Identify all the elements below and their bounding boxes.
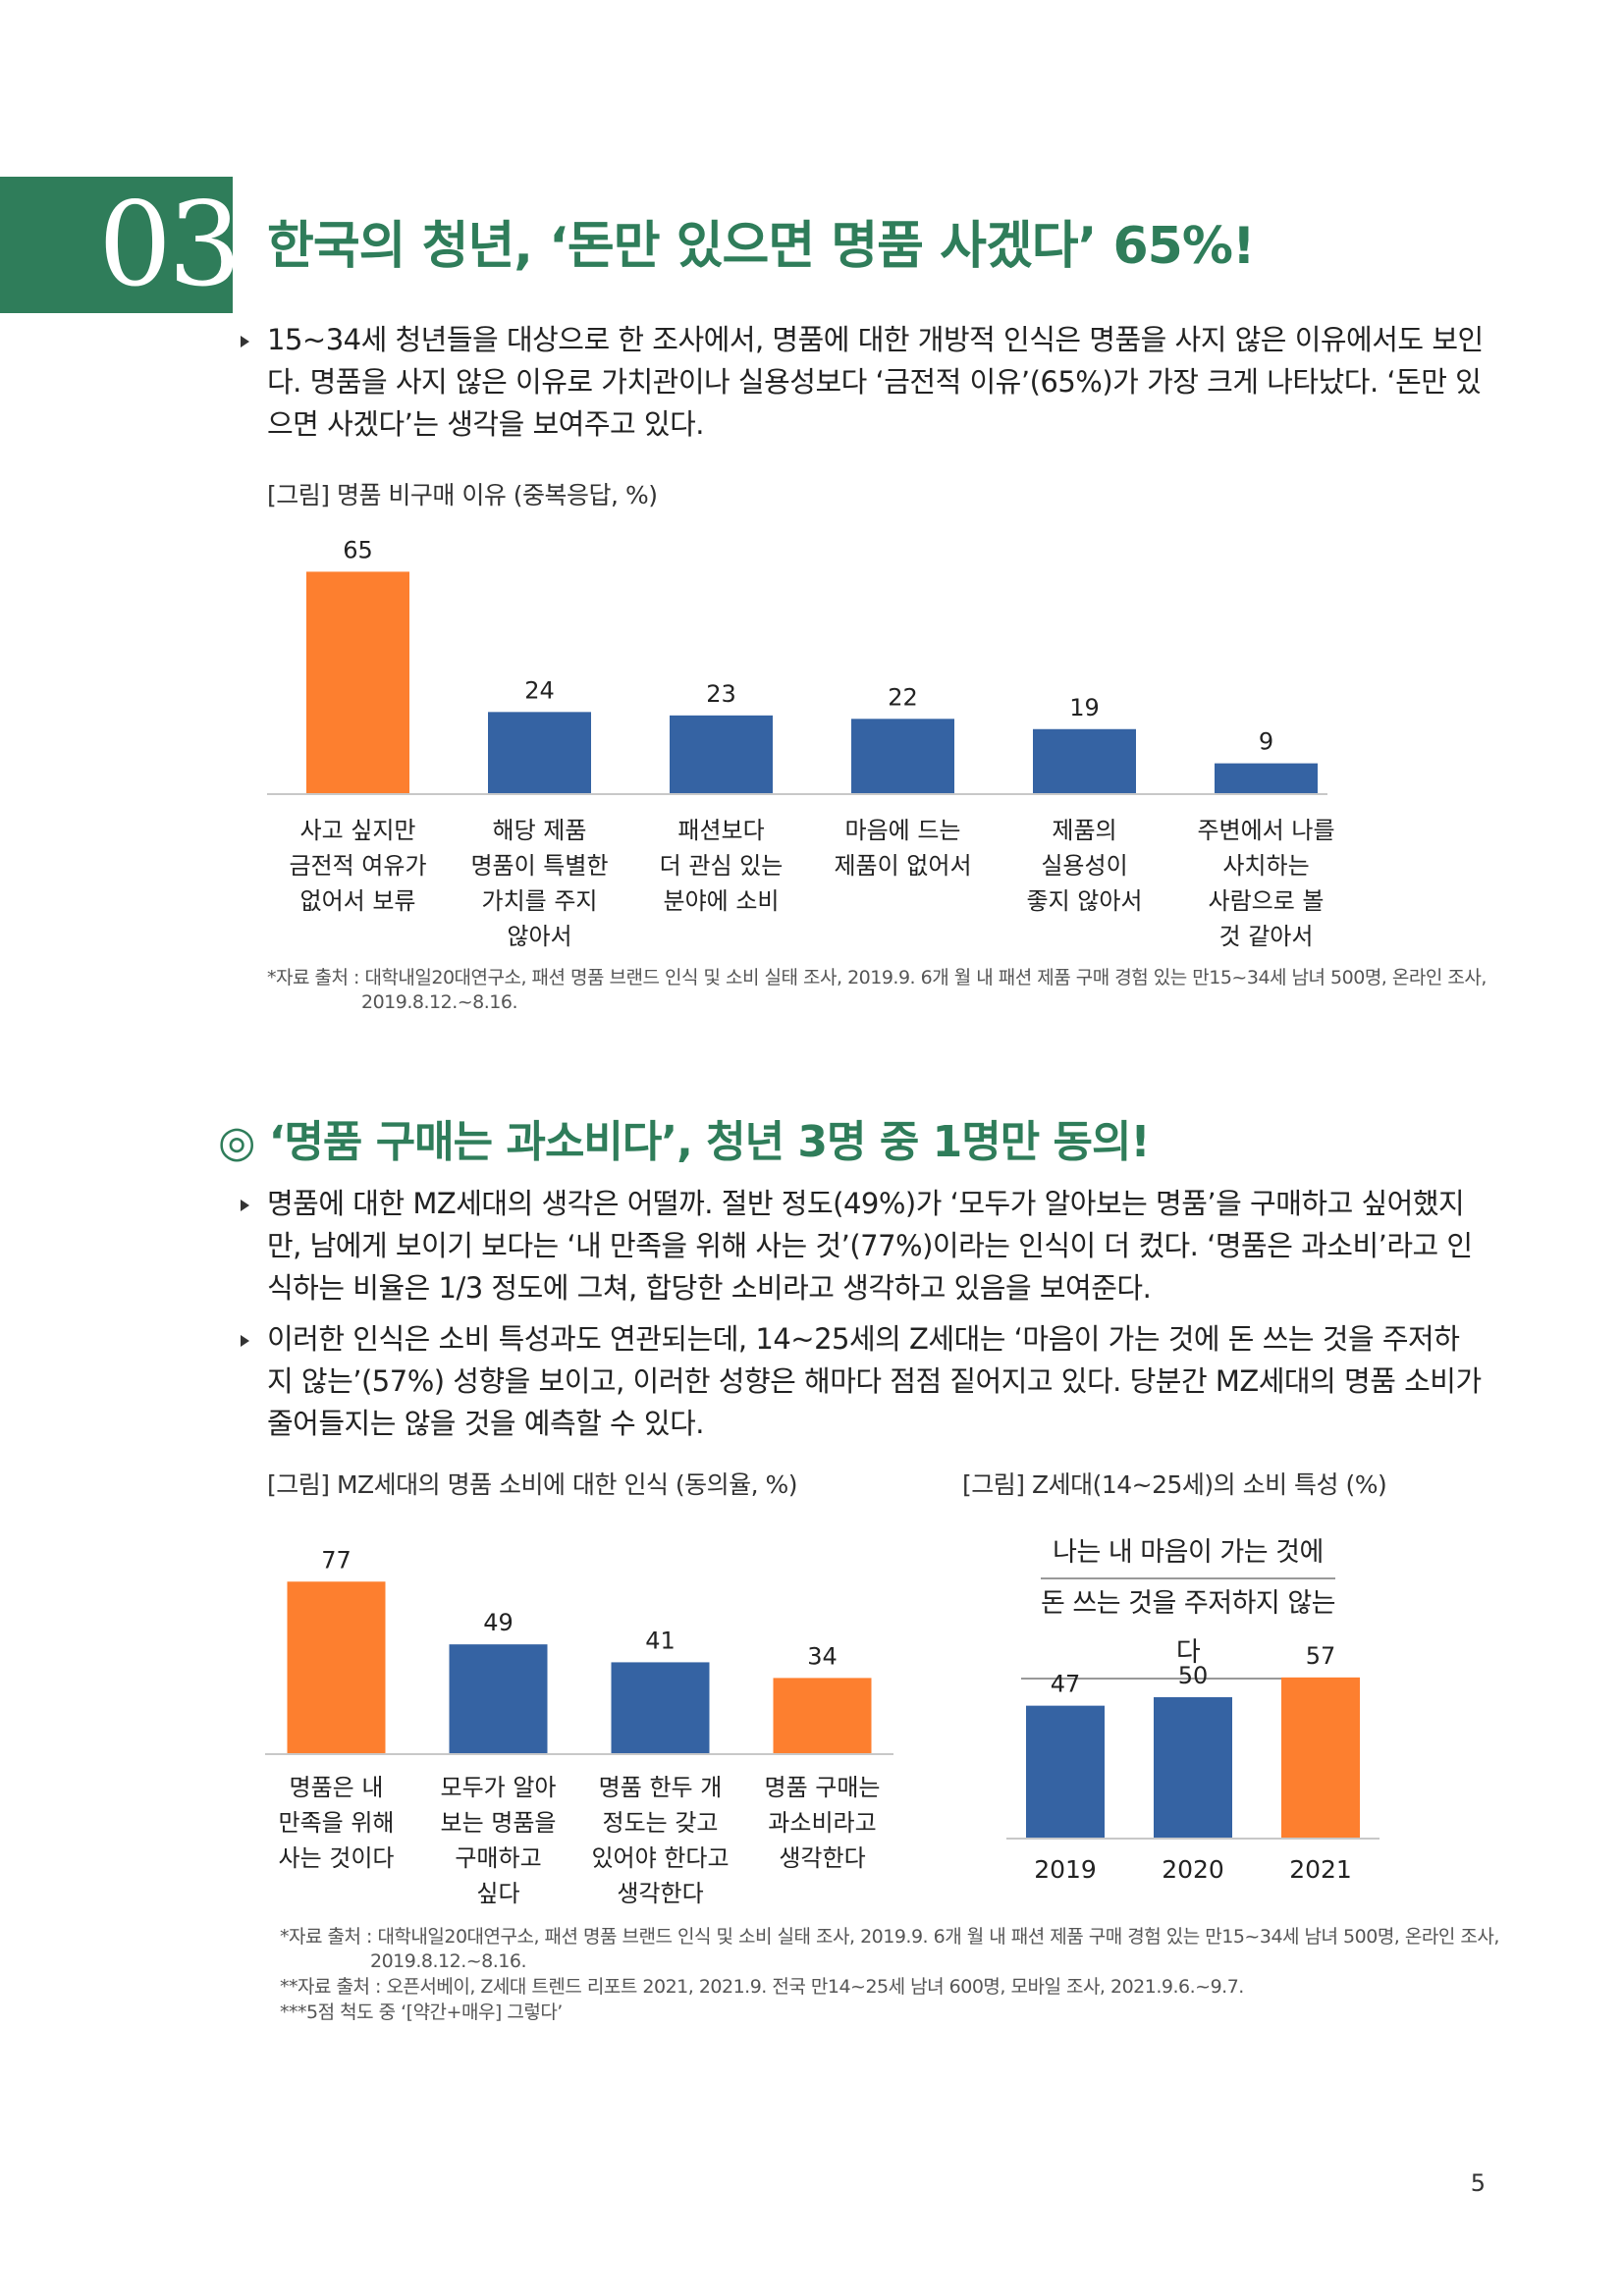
chart3-title: 나는 내 마음이 가는 것에 돈 쓰는 것을 주저하지 않는다 — [1021, 1526, 1355, 1680]
chart3-value-label-2: 57 — [1306, 1642, 1336, 1670]
chart3-title-line2: 돈 쓰는 것을 주저하지 않는다 — [1021, 1579, 1355, 1680]
chart1-bar-1 — [488, 712, 591, 794]
chart2-caption: [그림] MZ세대의 명품 소비에 대한 인식 (동의율, %) — [267, 1470, 798, 1499]
chart1-bar-4 — [1033, 728, 1136, 794]
chart2-value-label-3: 34 — [807, 1642, 838, 1670]
chart2-value-label-1: 49 — [483, 1609, 514, 1636]
chart1-value-label-0: 65 — [343, 536, 373, 563]
chart3-category-label-2: 2021 — [1289, 1855, 1352, 1884]
chart1-value-label-2: 23 — [706, 680, 736, 708]
chart2-bar-0 — [287, 1581, 386, 1754]
paragraph-1: 15~34세 청년들을 대상으로 한 조사에서, 명품에 대한 개방적 인식은 … — [267, 323, 1484, 441]
chart2-value-label-0: 77 — [321, 1546, 352, 1574]
chart3-bar-1 — [1154, 1697, 1232, 1839]
subsection-title: ◎ ‘명품 구매는 과소비다’, 청년 3명 중 1명만 동의! — [218, 1117, 1151, 1167]
chart3-value-label-1: 50 — [1178, 1662, 1209, 1689]
chart1-bar-5 — [1215, 763, 1318, 794]
chart2-category-label-1: 모두가 알아 보는 명품을 구매하고 싶다 — [440, 1774, 556, 1907]
chart2-category-label-2: 명품 한두 개 정도는 갖고 있어야 한다고 생각한다 — [591, 1774, 729, 1907]
chart1-category-label-4: 제품의 실용성이 좋지 않아서 — [1026, 817, 1142, 915]
chart1-category-label-2: 패션보다 더 관심 있는 분야에 소비 — [660, 817, 784, 915]
chart3-svg: 47 2019 50 2020 57 2021 — [1006, 1642, 1380, 1884]
chart1-value-label-5: 9 — [1259, 728, 1273, 756]
paragraph-3: 이러한 인식은 소비 특성과도 연관되는데, 14~25세의 Z세대는 ‘마음이… — [267, 1322, 1482, 1440]
chart2-source-line1: *자료 출처 : 대학내일20대연구소, 패션 명품 브랜드 인식 및 소비 실… — [280, 1926, 1499, 1948]
section-number: 03 — [98, 177, 242, 312]
chart1-svg: 65 사고 싶지만 금전적 여유가 없어서 보류 24 해당 제품 명품이 특별한 가치를 주… — [267, 536, 1335, 950]
bullet-icon — [241, 1335, 249, 1347]
chart2-value-label-2: 41 — [645, 1627, 676, 1654]
chart2-svg: 77 명품은 내 만족을 위해 사는 것이다 49 모두가 알아 보는 명품을 구매하고 싶다 4… — [265, 1546, 893, 1907]
chart1-category-label-1: 해당 제품 명품이 특별한 가치를 주지 않아서 — [470, 817, 608, 950]
chart1-bar-2 — [670, 715, 773, 794]
chart3-bar-2 — [1281, 1677, 1360, 1839]
paragraph-2: 명품에 대한 MZ세대의 생각은 어떨까. 절반 정도(49%)가 ‘모두가 알… — [267, 1187, 1473, 1305]
chart1-caption: [그림] 명품 비구매 이유 (중복응답, %) — [267, 481, 658, 509]
chart2-category-label-0: 명품은 내 만족을 위해 사는 것이다 — [278, 1774, 394, 1872]
chart3-title-line1: 나는 내 마음이 가는 것에 — [1041, 1528, 1335, 1579]
chart2-bar-2 — [611, 1662, 710, 1754]
section-title: 한국의 청년, ‘돈만 있으면 명품 사겠다’ 65%! — [267, 217, 1256, 276]
chart2-bar-1 — [449, 1644, 548, 1754]
chart3-source-line: **자료 출처 : 오픈서베이, Z세대 트렌드 리포트 2021, 2021.… — [280, 1976, 1244, 1998]
chart1-value-label-4: 19 — [1069, 694, 1100, 721]
chart1-value-label-1: 24 — [524, 676, 555, 704]
chart1-source-line2: 2019.8.12.~8.16. — [361, 991, 518, 1013]
chart1-category-label-0: 사고 싶지만 금전적 여유가 없어서 보류 — [289, 817, 426, 915]
chart2-source-line2: 2019.8.12.~8.16. — [370, 1950, 527, 1972]
chart3-category-label-0: 2019 — [1034, 1855, 1097, 1884]
chart1-category-label-3: 마음에 드는 제품이 없어서 — [834, 817, 971, 880]
chart3-category-label-1: 2020 — [1162, 1855, 1224, 1884]
scale-note: ***5점 척도 중 ‘[약간+매우] 그렇다’ — [280, 2002, 563, 2023]
chart3-caption: [그림] Z세대(14~25세)의 소비 특성 (%) — [962, 1470, 1387, 1499]
chart3-value-label-0: 47 — [1051, 1671, 1081, 1698]
page-number: 5 — [1470, 2169, 1486, 2197]
chart1-bar-0 — [306, 571, 409, 794]
section-number-box: 03 — [0, 177, 242, 313]
chart2-category-label-3: 명품 구매는 과소비라고 생각한다 — [764, 1774, 880, 1872]
chart1-source-line1: *자료 출처 : 대학내일20대연구소, 패션 명품 브랜드 인식 및 소비 실… — [267, 967, 1487, 988]
chart1-value-label-3: 22 — [888, 683, 918, 711]
chart3-bar-0 — [1026, 1705, 1105, 1839]
bullet-icon — [241, 336, 249, 347]
bullet-icon — [241, 1200, 249, 1211]
chart2-bar-3 — [773, 1678, 872, 1754]
chart1-bar-3 — [851, 719, 954, 794]
